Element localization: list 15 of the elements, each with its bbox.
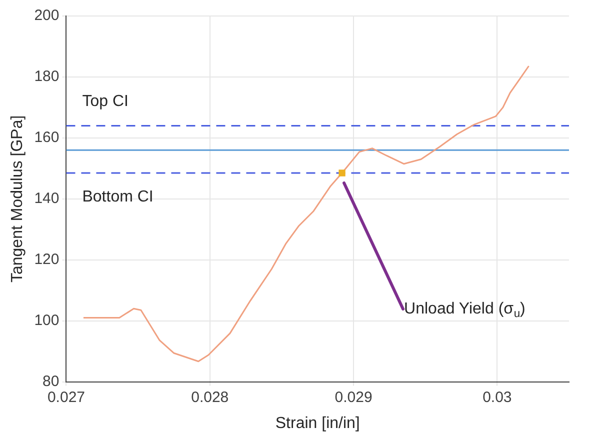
x-tick-label: 0.028: [191, 388, 229, 406]
x-tick-label: 0.029: [334, 388, 372, 406]
y-tick-label: 80: [42, 372, 60, 390]
x-tick-label: 0.03: [482, 388, 512, 406]
x-tick-label: 0.027: [47, 388, 85, 406]
y-tick-label: 200: [34, 7, 60, 24]
y-tick-label: 120: [34, 251, 60, 268]
y-axis-title: Tangent Modulus [GPa]: [9, 115, 26, 283]
ref-line-label: Bottom CI: [82, 188, 154, 206]
ref-line-label: Top CI: [82, 93, 128, 110]
y-tick-label: 140: [34, 190, 60, 208]
y-tick-label: 160: [34, 129, 60, 146]
y-tick-label: 100: [34, 312, 60, 329]
x-axis-title: Strain [in/in]: [275, 414, 360, 432]
y-tick-label: 180: [34, 68, 60, 86]
